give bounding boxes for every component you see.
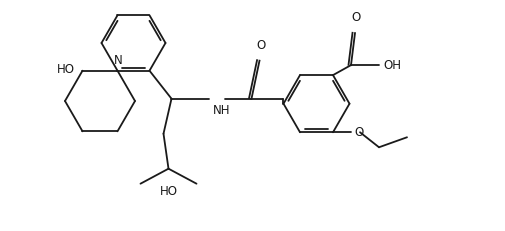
Text: HO: HO [57, 63, 74, 76]
Text: OH: OH [382, 58, 400, 71]
Text: HO: HO [159, 184, 177, 197]
Text: O: O [257, 39, 266, 52]
Text: N: N [114, 53, 123, 66]
Text: O: O [350, 11, 360, 24]
Text: NH: NH [212, 103, 230, 116]
Text: O: O [354, 125, 363, 138]
